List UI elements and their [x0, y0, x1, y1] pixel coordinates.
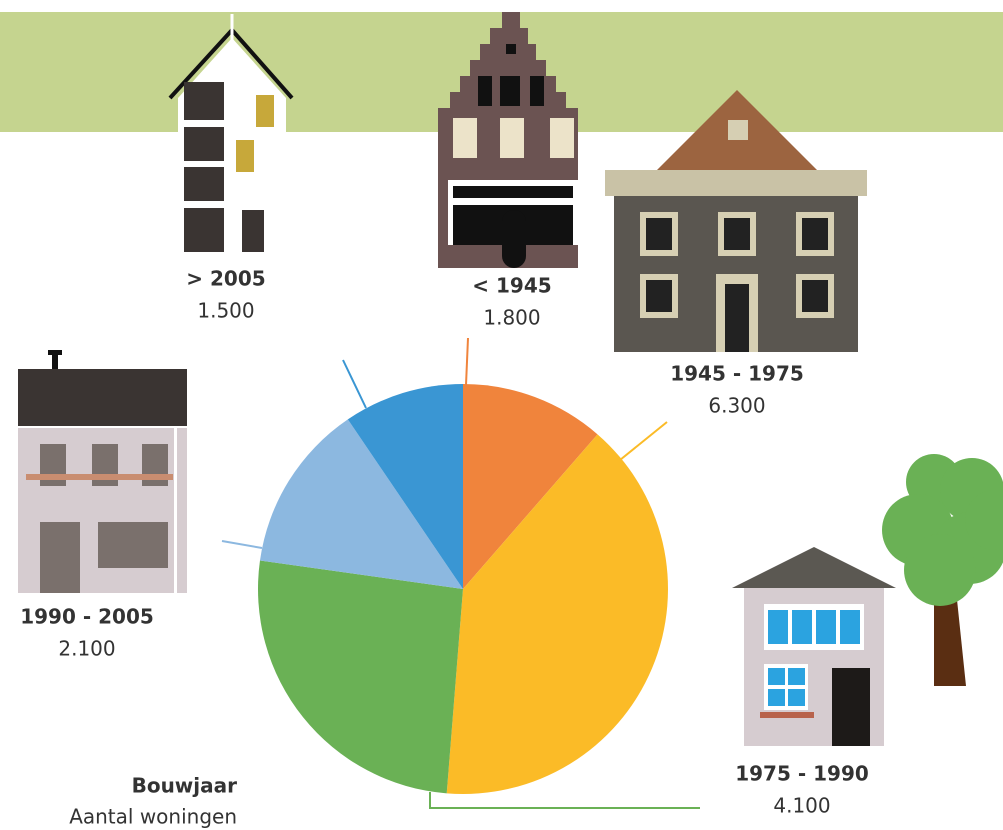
category-label: > 2005	[186, 267, 265, 291]
category-label: < 1945	[472, 274, 551, 298]
infographic: Bouwjaar Aantal woningen < 1945 1.800 1945…	[0, 0, 1003, 830]
value-label: 6.300	[708, 394, 765, 418]
category-label: 1975 - 1990	[735, 762, 869, 786]
category-label: 1945 - 1975	[670, 362, 804, 386]
value-label: 1.500	[197, 299, 254, 323]
value-label: 2.100	[58, 637, 115, 661]
legend-title: Bouwjaar	[132, 774, 238, 798]
category-label: 1990 - 2005	[20, 605, 154, 629]
value-label: 4.100	[773, 794, 830, 818]
house-row	[18, 350, 187, 593]
legend-subtitle: Aantal woningen	[69, 805, 237, 829]
pie	[258, 384, 668, 794]
pie-slice	[258, 561, 463, 794]
house-small	[732, 454, 1003, 746]
value-label: 1.800	[483, 306, 540, 330]
